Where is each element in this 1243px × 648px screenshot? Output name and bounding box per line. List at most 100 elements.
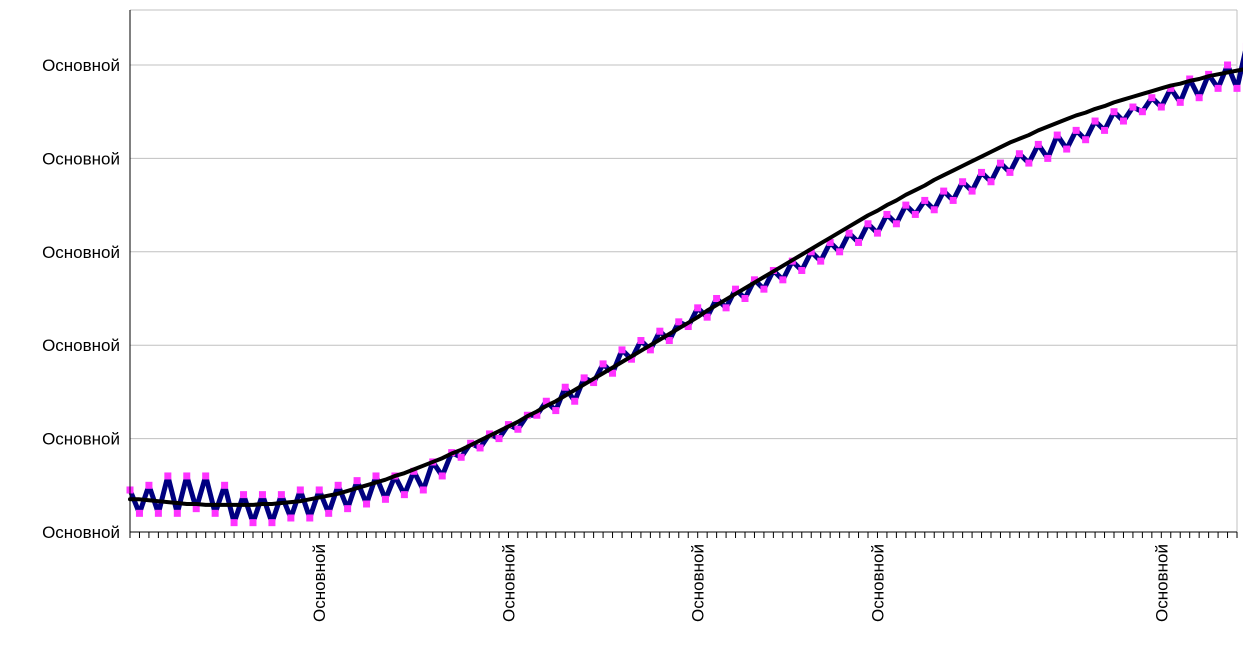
data-point-marker (855, 238, 863, 246)
data-point-marker (1053, 131, 1061, 139)
data-point-marker (864, 220, 872, 228)
data-point-marker (145, 481, 153, 489)
data-point-marker (902, 201, 910, 209)
series-trend (128, 67, 1243, 507)
y-axis-tick-labels: Основной Основной Основной Основной Основной… (42, 56, 120, 542)
y-tick-label: Основной (42, 243, 120, 262)
data-point-marker (315, 486, 323, 494)
data-point-marker (353, 477, 361, 485)
data-point-marker (1082, 136, 1090, 144)
data-point-marker (930, 206, 938, 214)
data-point-marker (400, 491, 408, 499)
data-point-marker (779, 276, 787, 284)
data-point-marker (722, 304, 730, 312)
data-point-marker (240, 491, 248, 499)
data-point-marker (996, 159, 1004, 167)
data-point-marker (580, 374, 588, 382)
data-point-marker (836, 248, 844, 256)
data-point-marker (552, 407, 560, 415)
data-point-marker (959, 178, 967, 186)
data-point-marker (703, 313, 711, 321)
data-point-marker (1148, 94, 1156, 102)
data-point-marker (202, 472, 210, 480)
data-point-marker (1015, 150, 1023, 158)
data-point-marker (363, 500, 371, 508)
data-point-marker (798, 266, 806, 274)
data-point-marker (1167, 84, 1175, 92)
data-point-marker (1110, 108, 1118, 116)
data-point-marker (675, 318, 683, 326)
data-point-marker (1138, 108, 1146, 116)
data-point-marker (826, 238, 834, 246)
data-point-marker (571, 397, 579, 405)
data-point-marker (457, 453, 465, 461)
data-point-marker (192, 505, 200, 513)
data-point-marker (438, 472, 446, 480)
data-point-marker (665, 337, 673, 345)
data-point-marker (732, 285, 740, 293)
data-point-marker (1072, 126, 1080, 134)
data-point-marker (694, 304, 702, 312)
data-point-marker (287, 514, 295, 522)
data-point-marker (211, 509, 219, 517)
data-point-marker (940, 187, 948, 195)
y-tick-label: Основной (42, 336, 120, 355)
data-point-marker (760, 285, 768, 293)
data-point-marker (372, 472, 380, 480)
data-point-marker (599, 360, 607, 368)
data-point-marker (1006, 168, 1014, 176)
x-tick-label: Основной (689, 544, 708, 622)
y-tick-label: Основной (42, 523, 120, 542)
data-point-marker (1025, 159, 1033, 167)
data-point-marker (1063, 145, 1071, 153)
data-point-marker (381, 495, 389, 503)
data-point-marker (883, 210, 891, 218)
data-point-marker (713, 295, 721, 302)
data-point-marker (325, 509, 333, 517)
data-point-marker (807, 248, 815, 256)
x-tick-label: Основной (1152, 544, 1171, 622)
x-axis-ticks (129, 532, 1238, 538)
data-point-marker (656, 327, 664, 335)
data-point-marker (1119, 117, 1127, 125)
data-point-marker (1195, 94, 1203, 102)
data-point-marker (627, 355, 635, 363)
data-point-marker (306, 514, 314, 522)
data-point-marker (334, 481, 342, 489)
data-point-marker (495, 435, 503, 443)
data-point-marker (1091, 117, 1099, 125)
trend-line (128, 67, 1243, 507)
data-point-marker (542, 397, 550, 405)
data-point-marker (173, 509, 181, 517)
y-tick-label: Основной (42, 430, 120, 449)
data-point-marker (741, 295, 749, 302)
data-point-marker (258, 491, 266, 499)
x-tick-label: Основной (310, 544, 329, 622)
data-point-marker (476, 444, 484, 452)
data-point-marker (183, 472, 191, 480)
y-tick-label: Основной (42, 149, 120, 168)
data-point-marker (921, 196, 929, 204)
data-point-marker (533, 411, 541, 419)
data-point-marker (561, 383, 569, 391)
data-point-marker (817, 257, 825, 265)
data-point-marker (1214, 84, 1222, 92)
x-tick-label: Основной (499, 544, 518, 622)
x-axis-tick-labels: Основной Основной Основной Основной Основной (310, 544, 1171, 622)
data-point-marker (637, 337, 645, 345)
data-point-marker (154, 509, 162, 517)
data-point-marker (1233, 84, 1241, 92)
data-point-marker (419, 486, 427, 494)
data-point-marker (249, 519, 257, 527)
data-point-marker (268, 519, 276, 527)
data-point-marker (1224, 61, 1232, 69)
data-point-marker (1034, 140, 1042, 148)
data-point-marker (296, 486, 304, 494)
data-point-marker (987, 178, 995, 186)
axes (129, 10, 1237, 533)
data-point-marker (892, 220, 900, 228)
data-point-marker (344, 505, 352, 513)
data-point-marker (968, 187, 976, 195)
data-point-marker (590, 379, 598, 387)
